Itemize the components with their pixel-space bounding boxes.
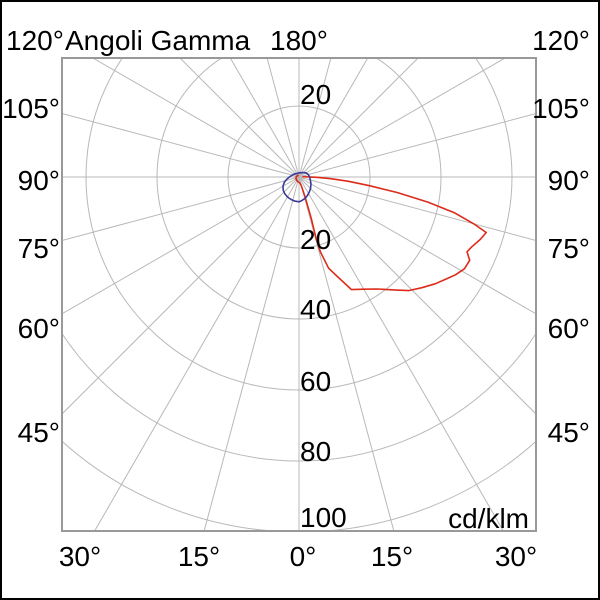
radial-tick-80: 80 [300,436,332,467]
angle-label-bottom-15-left: 15° [177,541,221,572]
angle-label-left-45: 45° [17,417,60,448]
angle-label-top-left-120: 120° [6,25,64,56]
angle-label-bottom-15-right: 15° [370,541,414,572]
angle-label-right-60: 60° [547,313,590,344]
angle-label-right-45: 45° [547,417,590,448]
angle-label-top-right-120: 120° [532,25,590,56]
radial-tick-20-bottom: 20 [300,224,332,255]
angle-label-bottom-30-right: 30° [494,541,538,572]
radial-tick-60: 60 [300,366,332,397]
radial-tick-100: 100 [300,502,347,533]
angle-label-left-60: 60° [17,313,60,344]
angle-label-bottom-30-left: 30° [58,541,102,572]
plot-border [61,57,537,532]
angle-label-right-75: 75° [547,233,590,264]
angle-label-right-90: 90° [547,165,590,196]
chart-title: Angoli Gamma [65,25,251,56]
angle-label-top-180: 180° [270,25,328,56]
curve-plane-C90-C270 [282,171,312,203]
angle-label-left-105: 105° [2,93,60,124]
radial-tick-40: 40 [300,294,332,325]
radial-unit-label: cd/klm [448,503,529,534]
curve-plane-C0-C180 [295,174,488,292]
angle-label-right-105: 105° [532,93,590,124]
radial-tick-20-top: 20 [300,79,332,110]
angle-label-bottom-0: 0° [289,541,317,572]
angle-label-left-75: 75° [17,233,60,264]
angle-label-left-90: 90° [17,165,60,196]
